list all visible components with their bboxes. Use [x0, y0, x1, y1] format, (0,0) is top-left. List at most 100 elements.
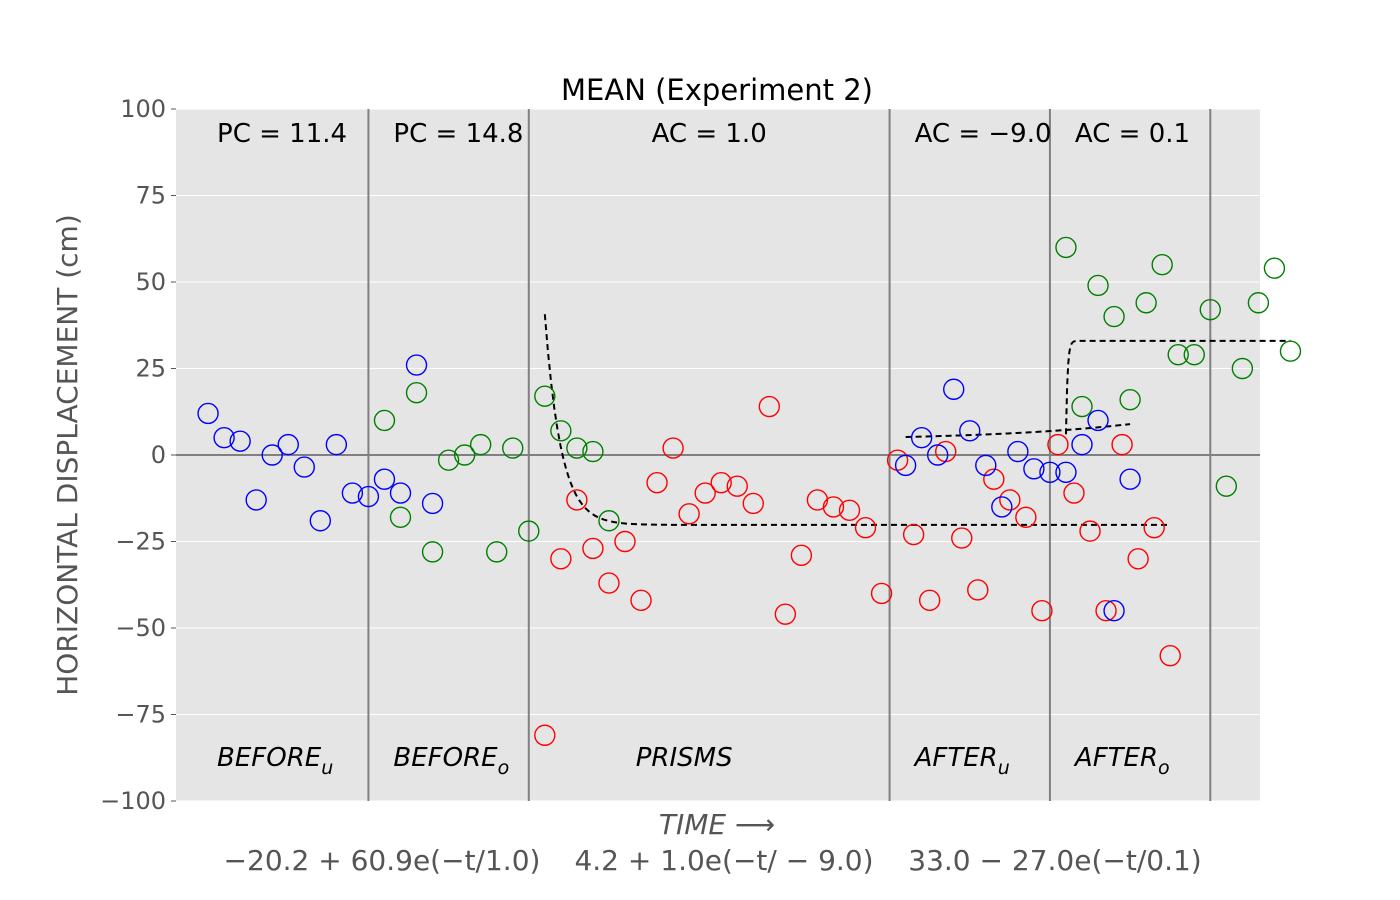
data-point [389, 482, 412, 504]
data-point [902, 523, 925, 546]
segment-name-label: AFTERu [913, 743, 1010, 779]
data-point [1055, 236, 1077, 259]
data-point [1103, 305, 1125, 328]
data-point [1095, 600, 1117, 622]
data-point [325, 433, 348, 456]
data-point [967, 579, 989, 601]
fit-curve [905, 423, 1131, 439]
data-point [1039, 461, 1061, 483]
data-point [630, 589, 652, 612]
data-point [678, 503, 700, 525]
data-point [1055, 461, 1077, 483]
data-point [999, 489, 1021, 511]
data-point [1015, 506, 1037, 528]
data-point [1215, 475, 1238, 497]
data-point [662, 437, 684, 459]
data-point [1167, 343, 1189, 366]
data-point [870, 582, 893, 605]
data-point [1071, 433, 1093, 456]
data-point [486, 541, 508, 563]
y-tick-label: 100 [120, 95, 166, 123]
data-point [1199, 298, 1221, 321]
data-point [582, 537, 604, 560]
data-point [1151, 254, 1173, 276]
data-point [1087, 409, 1109, 432]
data-point [550, 420, 572, 442]
data-point [1031, 600, 1053, 622]
data-point [646, 471, 668, 494]
data-point [758, 395, 781, 418]
data-point [975, 454, 997, 477]
data-point [726, 475, 748, 497]
data-point [1119, 468, 1141, 490]
segment-stat-label: PC = 11.4 [217, 119, 347, 149]
y-tick-label: 25 [135, 355, 166, 383]
data-point [437, 449, 460, 471]
data-point [1087, 274, 1109, 297]
data-point [910, 427, 933, 449]
data-point [245, 489, 267, 511]
y-axis-label: HORIZONTAL DISPLACEMENT (cm) [51, 214, 84, 696]
segment-name-label: BEFOREo [393, 743, 509, 779]
data-point [742, 492, 764, 515]
data-point [1071, 395, 1093, 418]
segment-name-label: BEFOREu [217, 743, 333, 779]
data-point [983, 468, 1005, 490]
data-point [389, 506, 412, 528]
fit-curve [543, 314, 1171, 526]
data-point [918, 589, 941, 612]
data-point [790, 544, 813, 567]
fit-formula-after-o: 33.0 − 27.0e(−t/0.1) [908, 844, 1201, 877]
data-point [1263, 257, 1286, 279]
fit-curve [1064, 339, 1291, 435]
y-tick-label: −25 [115, 528, 166, 556]
x-axis-label: TIME ⟶ [659, 808, 775, 841]
data-point [694, 482, 716, 504]
data-point [1135, 292, 1157, 314]
data-point [926, 444, 949, 466]
data-point [534, 724, 556, 746]
y-tick-label: 75 [135, 182, 166, 210]
y-axis-ticks: 100 75 50 25 0 −25 −50 −75 −100 [100, 95, 176, 815]
data-point [469, 433, 492, 456]
data-point [1007, 440, 1029, 463]
y-tick-label: 50 [135, 268, 166, 296]
data-point [502, 437, 524, 459]
data-point [1159, 644, 1181, 667]
data-point [518, 520, 540, 542]
data-point [991, 496, 1013, 518]
data-point [373, 468, 396, 490]
y-tick-label: −100 [100, 787, 166, 815]
data-point [806, 489, 829, 511]
data-point [213, 427, 235, 449]
data-point [1183, 343, 1205, 366]
gridlines [176, 108, 1260, 802]
segment-stat-label: PC = 14.8 [393, 119, 523, 149]
data-point [1279, 340, 1302, 362]
data-point [1063, 482, 1085, 504]
data-point [421, 492, 444, 515]
data-point [405, 354, 428, 376]
data-point [197, 402, 219, 425]
data-point [373, 409, 396, 432]
data-point [1111, 433, 1133, 456]
fit-formula-after-u: 4.2 + 1.0e(−t/ − 9.0) [574, 844, 873, 877]
data-point [1023, 458, 1045, 480]
data-point [710, 471, 732, 494]
data-point [453, 444, 476, 466]
segment-stat-label: AC = 0.1 [1075, 119, 1190, 149]
data-point [854, 516, 877, 539]
segment-name-label: AFTERo [1073, 743, 1170, 779]
data-point [614, 530, 636, 553]
data-point [566, 489, 588, 511]
y-tick-label: −75 [115, 701, 166, 729]
data-point [293, 456, 315, 478]
segment-labels: PC = 11.4 BEFOREu PC = 14.8 BEFOREo AC = 1.0… [217, 119, 1190, 779]
data-point [566, 437, 588, 459]
data-point [951, 527, 973, 549]
fit-formulas: −20.2 + 60.9e(−t/1.0) 4.2 + 1.0e(−t/ − 9… [224, 844, 1202, 877]
data-point [822, 496, 845, 518]
data-point [405, 382, 428, 404]
data-point [894, 454, 917, 477]
